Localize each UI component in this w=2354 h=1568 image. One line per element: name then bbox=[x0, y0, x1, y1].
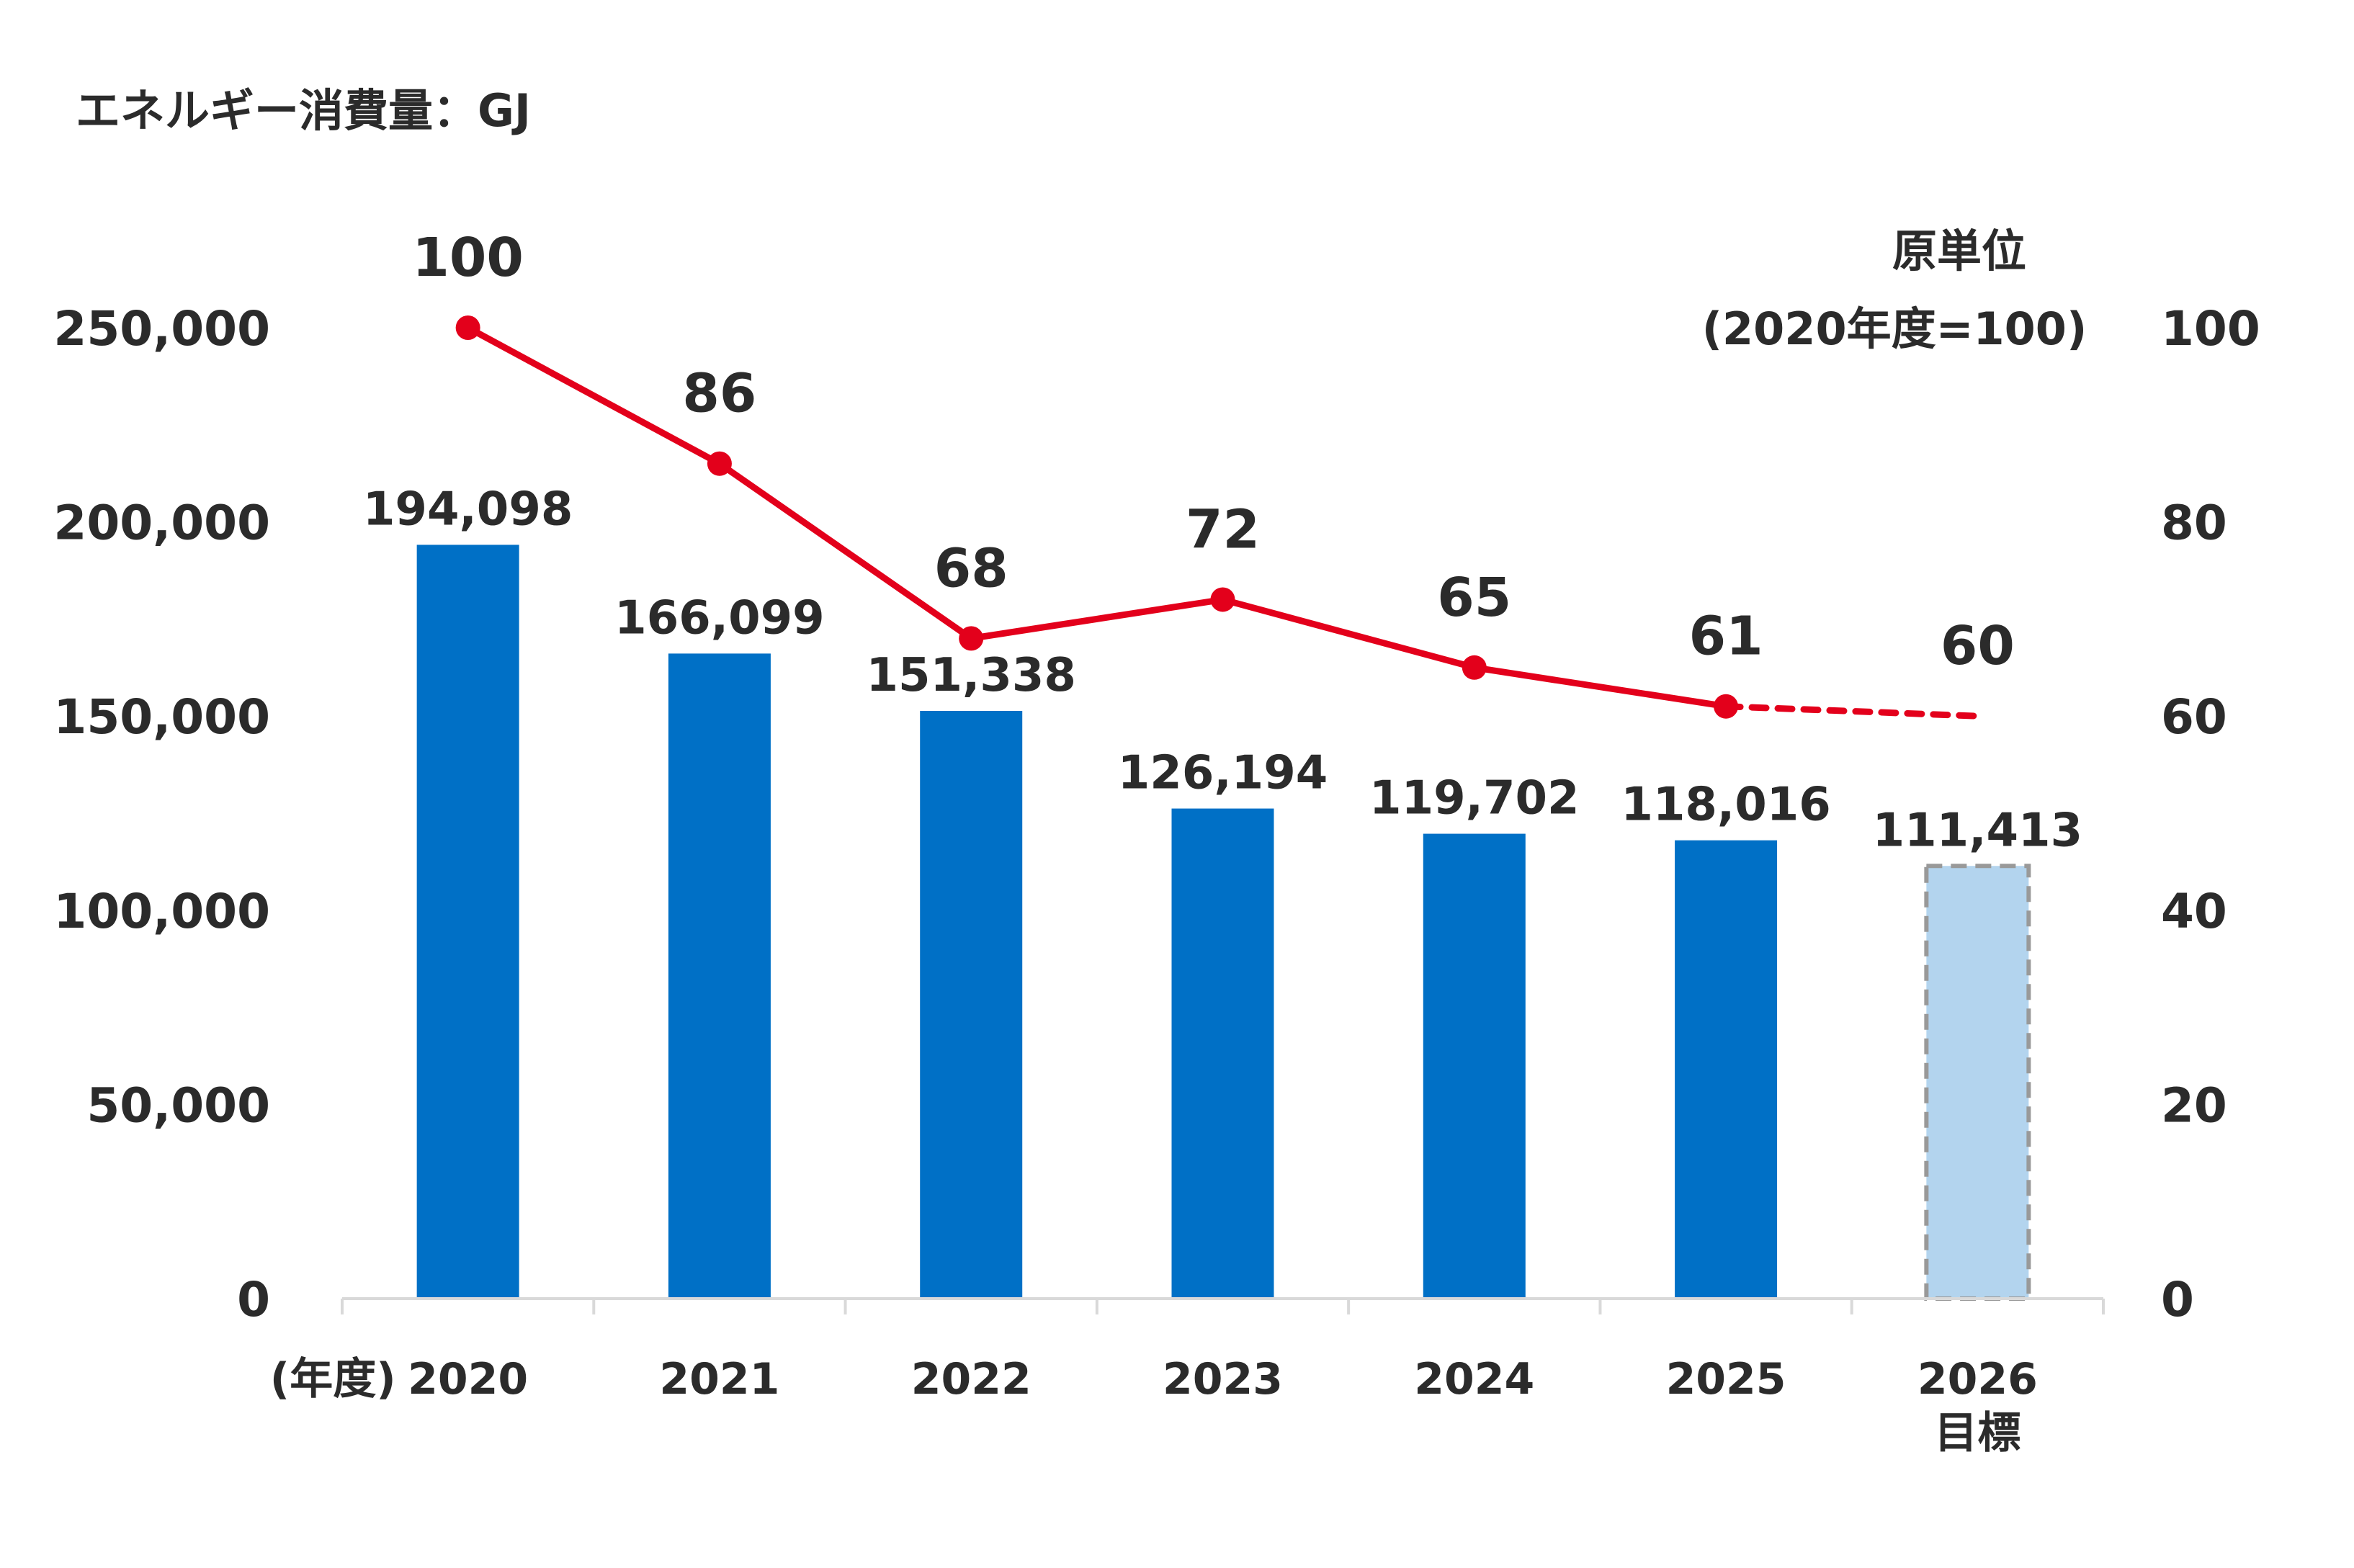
bar-value-label: 166,099 bbox=[614, 591, 825, 645]
x-axis-prefix: (年度) bbox=[270, 1354, 396, 1405]
right-tick-label: 40 bbox=[2161, 884, 2227, 939]
line-value-label: 72 bbox=[1186, 498, 1260, 560]
line-segment bbox=[465, 324, 723, 467]
x-tick-label: 2026 bbox=[1917, 1354, 2038, 1405]
left-tick-label: 50,000 bbox=[86, 1078, 270, 1133]
left-tick-label: 200,000 bbox=[53, 496, 270, 551]
left-y-axis: 0 50,000 100,000 150,000 200,000 250,000 bbox=[53, 301, 270, 1327]
right-tick-label: 0 bbox=[2161, 1272, 2194, 1327]
chart-title: エネルギー消費量：GJ bbox=[76, 84, 531, 137]
bar-series: 194,098 166,099 151,338 126,194 119,702 118,0… bbox=[363, 483, 2083, 1301]
line-point bbox=[1714, 694, 1739, 719]
right-tick-label: 20 bbox=[2161, 1078, 2227, 1133]
bar-value-label: 119,702 bbox=[1369, 772, 1580, 825]
bar-value-label: 126,194 bbox=[1118, 747, 1328, 800]
line-value-label: 68 bbox=[934, 537, 1008, 599]
line-segment bbox=[967, 596, 1226, 642]
bar-value-label: 118,016 bbox=[1621, 779, 1831, 832]
line-value-label: 61 bbox=[1689, 606, 1763, 668]
line-point bbox=[1210, 587, 1235, 612]
line-segment-target bbox=[1722, 703, 1981, 720]
x-tick-label: 2021 bbox=[659, 1354, 779, 1405]
x-tick-label: 2025 bbox=[1666, 1354, 1786, 1405]
bar bbox=[668, 653, 771, 1299]
line-point bbox=[707, 451, 732, 476]
left-tick-label: 100,000 bbox=[53, 884, 270, 939]
x-tick-label: 2023 bbox=[1163, 1354, 1283, 1405]
line-segment bbox=[716, 460, 975, 642]
right-tick-label: 60 bbox=[2161, 689, 2227, 745]
left-tick-label: 150,000 bbox=[53, 689, 270, 745]
left-tick-label: 0 bbox=[237, 1272, 270, 1327]
right-y-axis: 0 20 40 60 80 100 bbox=[2161, 301, 2260, 1327]
line-value-label: 86 bbox=[682, 363, 756, 425]
line-value-label: 65 bbox=[1437, 567, 1511, 629]
right-axis-title-line1: 原単位 bbox=[1892, 225, 2026, 277]
right-tick-label: 100 bbox=[2161, 301, 2260, 357]
line-segment bbox=[1471, 664, 1729, 710]
line-point bbox=[959, 626, 984, 651]
bar bbox=[1675, 840, 1778, 1299]
bar bbox=[920, 710, 1023, 1299]
x-tick-label: 2024 bbox=[1414, 1354, 1534, 1405]
bar-value-label: 194,098 bbox=[363, 483, 573, 536]
bar bbox=[1423, 833, 1526, 1299]
line-point bbox=[455, 315, 480, 340]
x-tick-sublabel: 目標 bbox=[1934, 1408, 2020, 1459]
bar bbox=[1171, 808, 1274, 1299]
line-series: 100 86 68 72 65 61 60 bbox=[412, 227, 2015, 720]
bar-value-label: 151,338 bbox=[866, 649, 1076, 702]
x-tick-label: 2022 bbox=[911, 1354, 1031, 1405]
right-axis-title-line2: (2020年度=100) bbox=[1702, 303, 2087, 355]
bar-value-label: 111,413 bbox=[1873, 804, 2083, 857]
bar bbox=[416, 545, 519, 1299]
x-tick-label: 2020 bbox=[408, 1354, 528, 1405]
line-point bbox=[1462, 655, 1487, 680]
target-bar bbox=[1924, 864, 2031, 1301]
right-tick-label: 80 bbox=[2161, 496, 2227, 551]
line-segment bbox=[1219, 596, 1478, 671]
line-value-label: 100 bbox=[412, 227, 523, 289]
left-tick-label: 250,000 bbox=[53, 301, 270, 357]
line-value-label: 60 bbox=[1941, 615, 2015, 677]
